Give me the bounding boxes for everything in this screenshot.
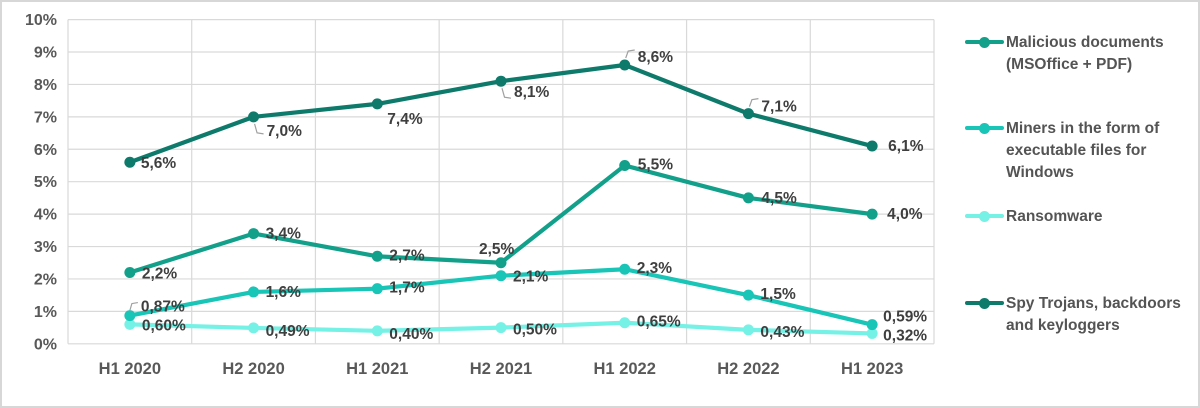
legend-swatch-icon [965, 32, 1004, 52]
data-point-label: 0,49% [266, 323, 310, 340]
y-axis-tick-label: 8% [34, 77, 57, 94]
y-axis-tick-label: 7% [34, 109, 57, 126]
data-point-marker [248, 228, 260, 240]
data-point-label: 7,4% [387, 111, 423, 128]
y-axis-tick-label: 2% [34, 271, 57, 288]
data-point-label: 1,7% [389, 280, 425, 297]
data-point-label: 0,59% [883, 309, 927, 326]
y-axis-tick-label: 9% [34, 45, 57, 62]
x-axis-tick-label: H1 2022 [594, 360, 656, 378]
data-point-label: 1,6% [266, 284, 302, 301]
data-point-marker [742, 289, 754, 301]
data-point-label: 6,1% [888, 138, 924, 155]
data-point-marker [742, 324, 754, 336]
data-point-marker [866, 327, 878, 339]
data-point-marker [619, 317, 631, 329]
data-point-label: 0,87% [141, 299, 185, 316]
legend-item-malicious-documents-msoffice-pdf: Malicious documents (MSOffice + PDF) [965, 32, 1190, 76]
label-leader-line [129, 302, 138, 311]
data-point-marker [248, 286, 260, 298]
data-point-label: 2,2% [142, 265, 178, 282]
data-point-marker [124, 310, 136, 322]
data-point-marker [866, 208, 878, 220]
legend-item-miners-in-the-form-of-executable-files-f: Miners in the form of executable files f… [965, 118, 1190, 184]
data-point-label: 0,32% [883, 327, 927, 344]
data-point-label: 0,40% [389, 326, 433, 343]
data-point-label: 0,65% [637, 314, 681, 331]
y-axis-tick-label: 10% [25, 12, 57, 29]
data-point-label: 0,60% [142, 317, 186, 334]
data-point-label: 5,5% [638, 156, 674, 173]
data-point-label: 2,1% [513, 269, 549, 286]
legend-swatch-icon [965, 206, 1004, 226]
data-point-label: 7,1% [761, 99, 797, 116]
legend-swatch-icon [965, 118, 1004, 138]
label-leader-line [748, 98, 759, 107]
data-point-marker [866, 319, 878, 331]
y-axis-tick-label: 1% [34, 304, 57, 321]
data-point-label: 4,0% [887, 206, 923, 223]
legend-item-label: Spy Trojans, backdoors and keyloggers [1006, 295, 1181, 334]
data-point-label: 2,3% [637, 260, 673, 277]
data-point-label: 7,0% [267, 123, 303, 140]
data-point-marker [742, 108, 754, 120]
y-axis-tick-label: 0% [34, 336, 57, 353]
data-point-marker [495, 322, 507, 334]
legend-item-spy-trojans-backdoors-and-keyloggers: Spy Trojans, backdoors and keyloggers [965, 293, 1190, 337]
data-point-label: 0,43% [760, 324, 804, 341]
data-point-label: 8,6% [638, 49, 674, 66]
data-point-label: 2,7% [389, 247, 425, 264]
data-point-marker [619, 59, 631, 71]
data-point-label: 1,5% [760, 286, 796, 303]
data-point-marker [124, 266, 136, 278]
data-point-marker [495, 257, 507, 269]
data-point-marker [495, 75, 507, 87]
legend-swatch-icon [965, 293, 1004, 313]
legend-item-ransomware: Ransomware [965, 206, 1102, 228]
x-axis-tick-label: H2 2020 [222, 360, 284, 378]
data-point-label: 2,5% [479, 241, 515, 258]
y-axis-tick-label: 5% [34, 174, 57, 191]
label-leader-line [253, 123, 264, 135]
x-axis-tick-label: H1 2020 [99, 360, 161, 378]
x-axis-tick-label: H1 2023 [841, 360, 903, 378]
y-axis-tick-label: 4% [34, 207, 57, 224]
data-point-marker [866, 140, 878, 152]
y-axis-tick-label: 3% [34, 239, 57, 256]
data-point-marker [619, 263, 631, 275]
legend-item-label: Miners in the form of executable files f… [1006, 120, 1160, 181]
data-point-marker [248, 111, 260, 123]
data-point-marker [124, 318, 136, 330]
legend-item-label: Ransomware [1006, 208, 1103, 225]
label-leader-line [501, 88, 512, 99]
data-point-marker [742, 192, 754, 204]
label-leader-line [625, 49, 635, 59]
y-axis-tick-label: 6% [34, 142, 57, 159]
data-point-marker [248, 322, 260, 334]
data-point-label: 8,1% [514, 84, 550, 101]
x-axis-tick-label: H2 2021 [470, 360, 532, 378]
data-point-label: 3,4% [266, 226, 302, 243]
data-point-marker [371, 98, 383, 110]
data-point-marker [371, 250, 383, 262]
data-point-label: 5,6% [141, 155, 177, 172]
x-axis-tick-label: H2 2022 [717, 360, 779, 378]
legend: Malicious documents (MSOffice + PDF) Mine… [965, 2, 1190, 406]
data-point-marker [495, 270, 507, 282]
data-point-label: 0,50% [513, 322, 557, 339]
data-point-marker [619, 159, 631, 171]
data-point-marker [371, 283, 383, 295]
data-point-label: 4,5% [761, 190, 797, 207]
legend-item-label: Malicious documents (MSOffice + PDF) [1006, 34, 1164, 73]
data-point-marker [371, 325, 383, 337]
x-axis-tick-label: H1 2021 [346, 360, 408, 378]
data-point-marker [124, 156, 136, 168]
